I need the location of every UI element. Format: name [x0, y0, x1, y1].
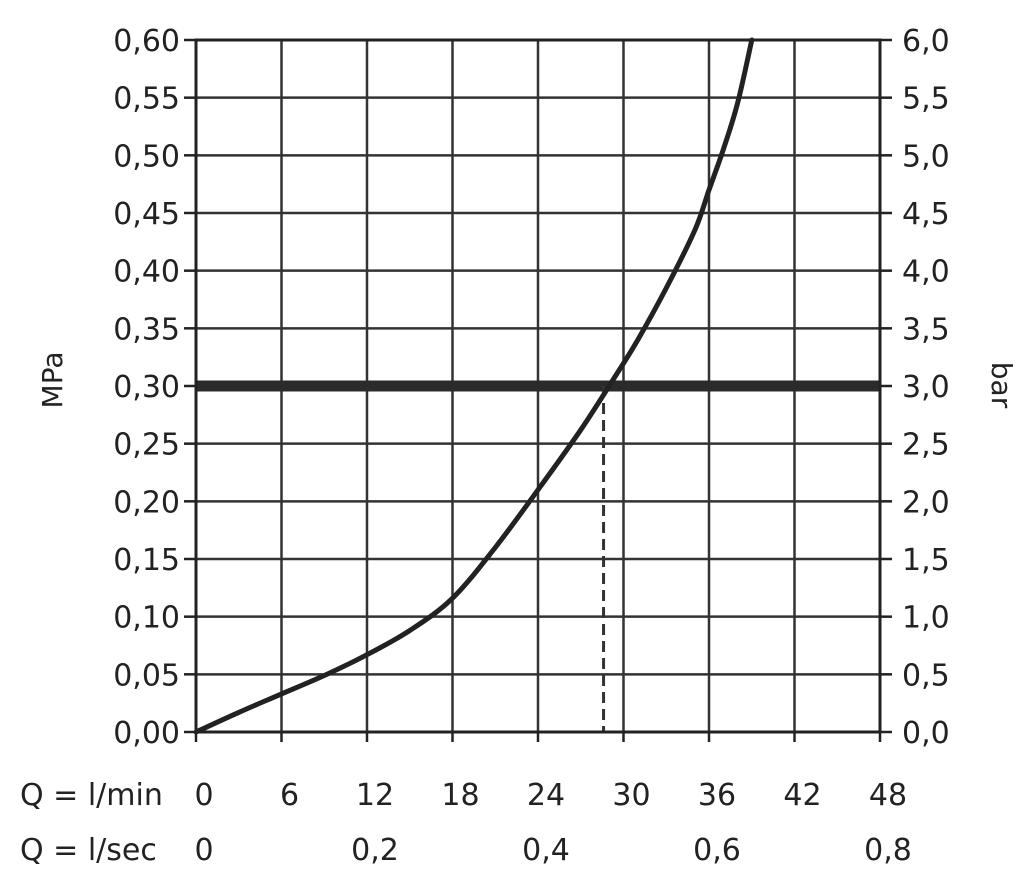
x-tick-label: 42: [783, 778, 821, 813]
y2-tick-label: 6,0: [902, 24, 950, 59]
y-tick-label: 0,45: [113, 197, 180, 232]
y-tick-label: 0,40: [113, 255, 180, 290]
axis-tick-marks: [184, 38, 892, 742]
x2-tick-label: 0,8: [864, 833, 912, 868]
y-tick-label: 0,50: [113, 139, 180, 174]
y2-tick-label: 3,5: [902, 312, 950, 347]
y2-tick-label: 3,0: [902, 370, 950, 405]
x2-axis-label: Q = l/sec: [20, 833, 157, 868]
x-axis-tick-labels: 0 6 12 18 24 30 36 42 48: [194, 778, 907, 813]
x-tick-label: 36: [698, 778, 736, 813]
y-tick-label: 0,55: [113, 82, 180, 117]
y-tick-label: 0,05: [113, 658, 180, 693]
x2-tick-label: 0,6: [693, 833, 741, 868]
y2-tick-label: 0,5: [902, 658, 950, 693]
y2-tick-label: 4,5: [902, 197, 950, 232]
x-tick-label: 18: [441, 778, 479, 813]
y-tick-label: 0,00: [113, 716, 180, 751]
x-tick-label: 48: [869, 778, 907, 813]
x2-axis-tick-labels: 0 0,2 0,4 0,6 0,8: [194, 833, 911, 868]
y-tick-label: 0,35: [113, 312, 180, 347]
x-axis-label: Q = l/min: [20, 778, 163, 813]
y-axis-label: MPa: [36, 352, 69, 409]
y2-tick-label: 1,5: [902, 543, 950, 578]
y-axis-tick-labels: 0,00 0,05 0,10 0,15 0,20 0,25 0,30 0,35 0,40 0,45…: [113, 24, 180, 751]
y2-tick-label: 2,0: [902, 485, 950, 520]
y2-axis-label: bar: [985, 362, 1018, 409]
x-tick-label: 12: [356, 778, 394, 813]
y2-tick-label: 4,0: [902, 255, 950, 290]
y-tick-label: 0,15: [113, 543, 180, 578]
y2-tick-label: 1,0: [902, 601, 950, 636]
x-tick-label: 0: [194, 778, 213, 813]
x2-tick-label: 0,4: [522, 833, 570, 868]
y2-axis-tick-labels: 0,0 0,5 1,0 1,5 2,0 2,5 3,0 3,5 4,0 4,5 5,0 5,5 6,0: [902, 24, 950, 751]
y-tick-label: 0,30: [113, 370, 180, 405]
x2-tick-label: 0: [194, 833, 213, 868]
y-tick-label: 0,20: [113, 485, 180, 520]
x-tick-label: 30: [612, 778, 650, 813]
y2-tick-label: 2,5: [902, 428, 950, 463]
x-tick-label: 6: [280, 778, 299, 813]
y-tick-label: 0,25: [113, 428, 180, 463]
y2-tick-label: 5,5: [902, 82, 950, 117]
y-tick-label: 0,60: [113, 24, 180, 59]
x2-tick-label: 0,2: [351, 833, 399, 868]
y2-tick-label: 0,0: [902, 716, 950, 751]
x-tick-label: 24: [527, 778, 565, 813]
flow-curve-line: [193, 37, 755, 735]
y-tick-label: 0,10: [113, 601, 180, 636]
y2-tick-label: 5,0: [902, 139, 950, 174]
